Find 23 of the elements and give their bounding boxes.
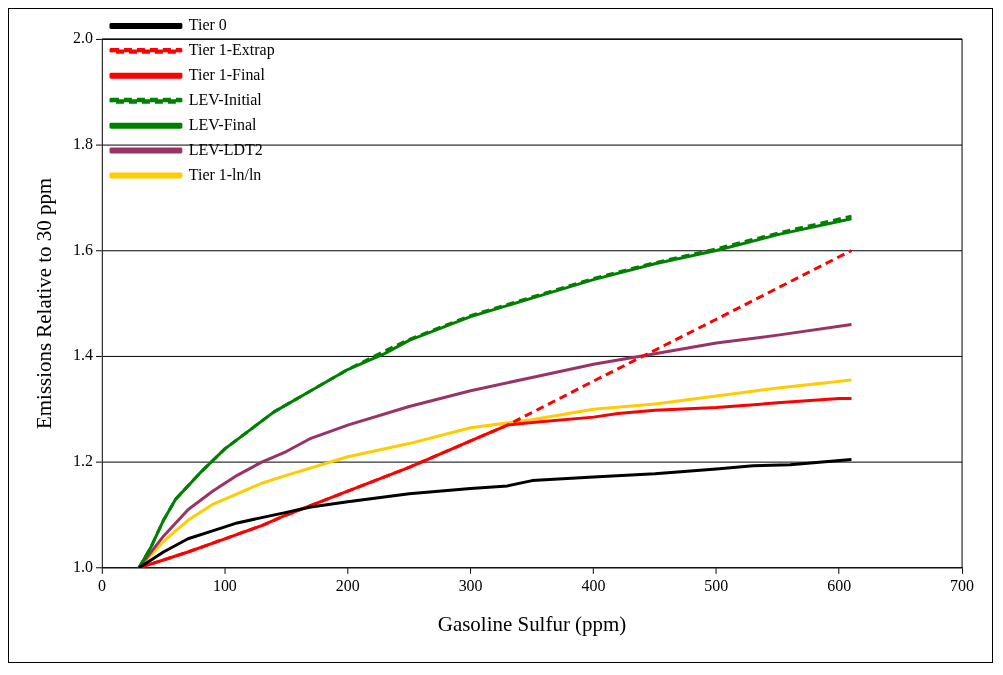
y-tick-label: 1.8 bbox=[73, 134, 94, 152]
x-tick-label: 0 bbox=[98, 576, 107, 594]
x-tick-label: 100 bbox=[212, 576, 237, 594]
x-tick-label: 300 bbox=[458, 576, 483, 594]
legend-label: LEV-Initial bbox=[188, 90, 263, 108]
x-tick-label: 700 bbox=[950, 576, 975, 594]
y-tick-label: 2.0 bbox=[73, 29, 94, 47]
legend-label: Tier 0 bbox=[188, 16, 227, 34]
legend-label: LEV-LDT2 bbox=[188, 140, 263, 158]
x-tick-label: 200 bbox=[335, 576, 360, 594]
x-tick-label: 600 bbox=[827, 576, 852, 594]
y-tick-label: 1.2 bbox=[73, 452, 94, 470]
legend-label: LEV-Final bbox=[188, 115, 258, 133]
x-axis-title: Gasoline Sulfur (ppm) bbox=[437, 612, 627, 637]
y-axis-title: Emissions Relative to 30 ppm bbox=[32, 177, 57, 429]
y-tick-label: 1.0 bbox=[73, 558, 94, 576]
legend-label: Tier 1-Extrap bbox=[188, 41, 275, 60]
legend-label: Tier 1-ln/ln bbox=[188, 165, 262, 183]
x-tick-label: 500 bbox=[704, 576, 729, 594]
legend-label: Tier 1-Final bbox=[188, 65, 266, 83]
y-tick-label: 1.6 bbox=[73, 240, 94, 258]
y-tick-label: 1.4 bbox=[73, 346, 94, 364]
x-tick-label: 400 bbox=[581, 576, 606, 594]
